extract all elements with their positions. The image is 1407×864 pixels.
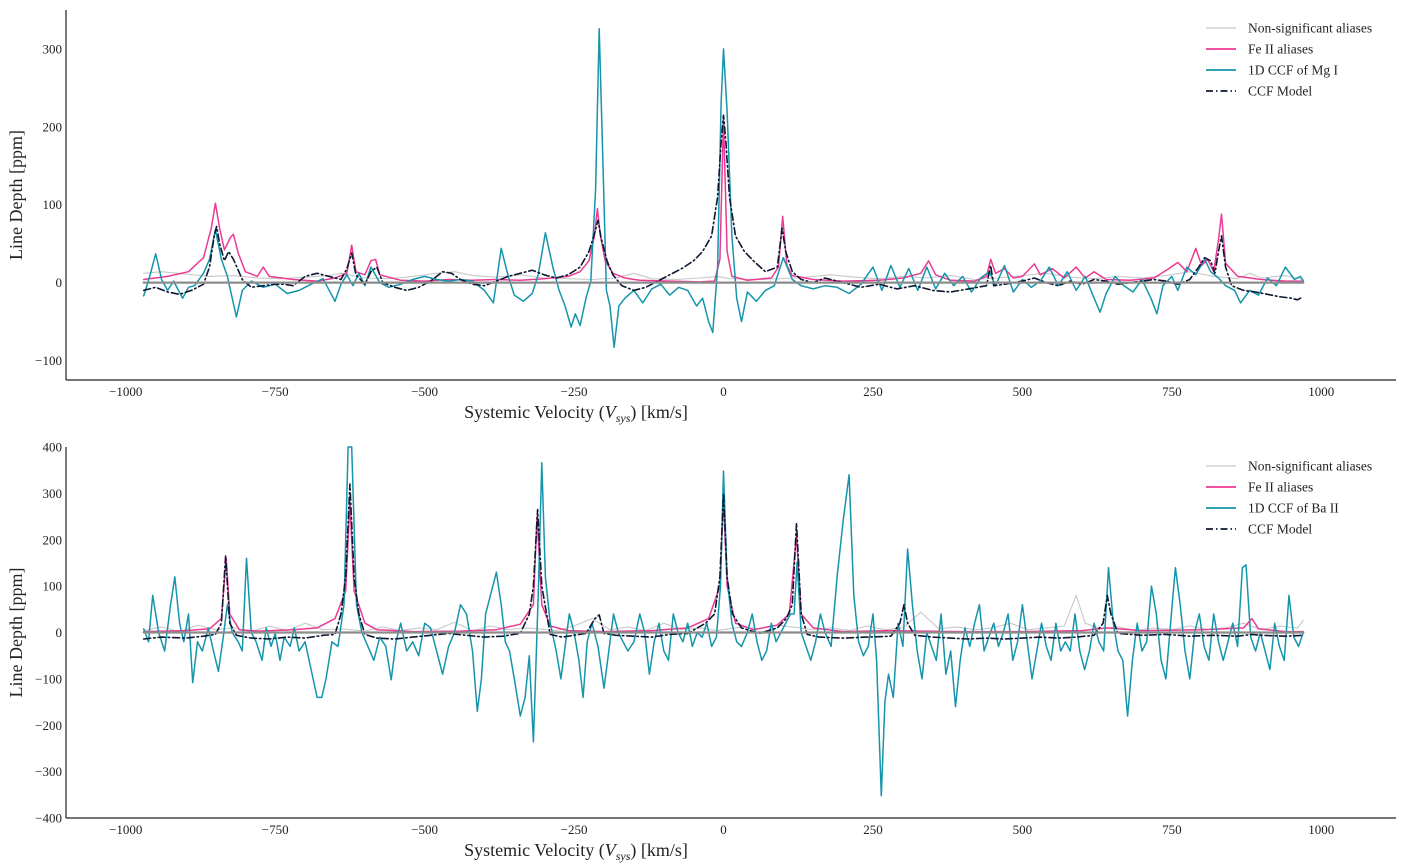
x-tick-label: 500: [1013, 384, 1033, 399]
legend-label-nonsig: Non-significant aliases: [1248, 21, 1372, 36]
x-tick-label: −750: [262, 822, 289, 837]
series-model-line: [142, 483, 1305, 640]
x-tick-label: −500: [411, 822, 438, 837]
x-axis-label: Systemic Velocity (Vsys) [km/s]: [464, 840, 688, 863]
legend: Non-significant aliases Fe II aliases 1D C…: [1206, 21, 1372, 99]
series-ccf-line: [142, 27, 1305, 349]
y-tick-label: −400: [35, 811, 62, 826]
y-tick-label: 100: [43, 197, 63, 212]
legend-label-fe: Fe II aliases: [1248, 480, 1313, 495]
series-fe-line: [142, 497, 1305, 633]
series-nonsig-line: [143, 594, 1304, 633]
series-group: [142, 27, 1305, 349]
x-tick-label: 750: [1162, 384, 1182, 399]
x-tick-label: 750: [1162, 822, 1182, 837]
legend-label-model: CCF Model: [1248, 522, 1312, 537]
x-axis-label: Systemic Velocity (Vsys) [km/s]: [464, 402, 688, 425]
chart-panel-1: −1000 −750 −500 −250 0 250 500 750 1000−10001002…: [6, 10, 1396, 425]
y-axis-label: Line Depth [ppm]: [6, 130, 26, 260]
x-tick-label: −250: [561, 384, 588, 399]
y-tick-label: 200: [43, 119, 63, 134]
legend-label-ccf: 1D CCF of Mg I: [1248, 63, 1339, 78]
series-nonsig-line: [143, 271, 1304, 281]
y-tick-label: 300: [43, 41, 63, 56]
y-tick-label: 400: [43, 440, 63, 455]
y-axis-label: Line Depth [ppm]: [6, 568, 26, 698]
y-tick-label: −200: [35, 718, 62, 733]
y-tick-label: −100: [35, 353, 62, 368]
x-tick-label: 1000: [1308, 822, 1334, 837]
x-tick-label: 250: [863, 384, 883, 399]
x-tick-label: 250: [863, 822, 883, 837]
y-tick-label: 0: [56, 625, 63, 640]
series-fe-line: [142, 118, 1305, 283]
series-group: [142, 446, 1305, 797]
x-tick-label: −500: [411, 384, 438, 399]
x-tick-label: −750: [262, 384, 289, 399]
x-tick-label: 500: [1013, 822, 1033, 837]
legend: Non-significant aliases Fe II aliases 1D C…: [1206, 459, 1372, 537]
chart-panel-2: −1000 −750 −500 −250 0 250 500 750 1000−400−300−…: [6, 440, 1396, 863]
legend-label-ccf: 1D CCF of Ba II: [1248, 501, 1339, 516]
x-tick-label: −250: [561, 822, 588, 837]
x-tick-label: −1000: [109, 822, 142, 837]
x-tick-label: 1000: [1308, 384, 1334, 399]
legend-label-nonsig: Non-significant aliases: [1248, 459, 1372, 474]
y-tick-label: 100: [43, 579, 63, 594]
y-tick-label: −100: [35, 671, 62, 686]
x-tick-label: −1000: [109, 384, 142, 399]
x-tick-label: 0: [720, 822, 727, 837]
legend-label-fe: Fe II aliases: [1248, 42, 1313, 57]
y-tick-label: −300: [35, 764, 62, 779]
y-tick-label: 0: [56, 275, 63, 290]
x-tick-label: 0: [720, 384, 727, 399]
y-tick-label: 300: [43, 486, 63, 501]
y-tick-label: 200: [43, 532, 63, 547]
legend-label-model: CCF Model: [1248, 84, 1312, 99]
